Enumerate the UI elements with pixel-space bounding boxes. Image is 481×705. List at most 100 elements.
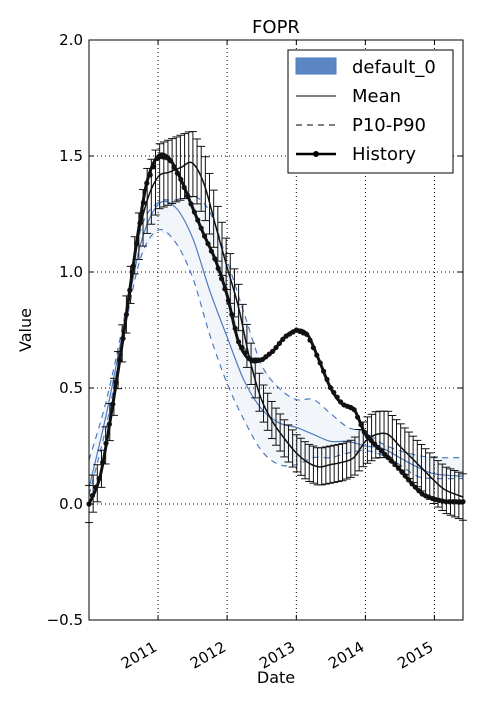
y-tick-label: 1.5 [59,147,83,165]
history-point [137,220,143,226]
history-point [174,170,180,176]
history-point [409,481,415,487]
legend-marker-history [313,151,319,157]
y-axis-label: Value [16,308,35,352]
history-point [225,297,231,304]
plot-frame [88,39,464,621]
legend: default_0 Mean P10-P90 History [287,49,454,174]
history-point [412,484,418,490]
history-point [399,469,405,475]
history-point [382,451,388,457]
history-point [236,339,242,345]
history-point [392,461,398,468]
history-point [188,201,194,207]
history-point [276,340,282,347]
history-point [117,357,123,363]
history-point [310,345,316,351]
history-point [171,164,177,170]
history-point [232,325,238,331]
history-point [89,492,95,499]
observation-line [88,161,464,505]
history-point [205,241,211,247]
history-point [123,311,129,318]
history-point [242,350,248,356]
history-point [178,176,184,182]
history-point [355,414,361,420]
history-point [185,193,191,199]
history-point [331,389,337,396]
legend-label-mean: Mean [352,86,401,107]
history-point [130,263,136,269]
y-tick-label: 0.5 [59,379,83,397]
history-point [96,475,102,482]
y-axis-ticks: −0.5 0.0 0.5 1.0 1.5 2.0 [47,31,463,629]
history-point [327,384,333,391]
history-point [191,209,197,215]
x-axis-label: Date [257,668,295,687]
history-point [375,444,381,451]
history-point [212,256,218,262]
legend-label-p10-p90: P10-P90 [352,115,426,136]
history-point [368,437,374,444]
p90-line [88,194,464,461]
history-point [144,180,150,186]
history-point [273,344,279,351]
legend-swatch-default-0 [295,57,337,75]
history-point [103,440,109,446]
y-tick-label: 1.0 [59,263,83,281]
history-point [110,401,116,407]
history-point [334,394,340,400]
history-point [385,455,391,461]
history-point [164,155,170,161]
y-tick-label: 2.0 [59,31,83,49]
history-point [406,477,412,483]
history-point [338,399,344,405]
history-point [378,448,384,454]
history-point [307,337,313,343]
history-point [372,441,378,447]
history-point [120,335,126,342]
history-point [106,421,112,427]
history-point [365,434,371,440]
history-point [202,233,208,239]
history-point [100,459,106,466]
history-point [219,276,225,282]
history-point [195,217,201,223]
history-point [181,184,187,191]
history-point [93,484,99,490]
y-tick-label: −0.5 [47,611,83,629]
history-point [358,422,364,428]
history-point [402,473,408,479]
history-point [215,265,221,271]
history-point [324,376,330,382]
history-point [270,348,276,354]
history-point [147,172,153,178]
history-point [168,158,174,164]
history-point [151,164,157,170]
history-point [321,368,327,374]
history-point [140,199,146,206]
history-point [361,429,367,435]
history-point [198,225,204,231]
history-point [134,241,140,247]
history-point [389,458,395,464]
history-point [229,311,235,318]
history-point [304,331,310,337]
history-point [113,379,119,385]
history-point [416,488,422,494]
mean-line [88,200,464,488]
history-point [222,286,228,292]
history-point [239,344,245,350]
history-point [127,287,133,293]
series-layer [85,131,467,524]
legend-label-history: History [352,144,416,165]
chart-title: FOPR [252,17,300,38]
history-point [351,407,357,413]
history-point [314,352,320,358]
legend-label-default-0: default_0 [352,57,436,78]
history-point [208,248,214,254]
history-point [395,465,401,471]
history-point [317,360,323,366]
history-point [280,336,286,342]
